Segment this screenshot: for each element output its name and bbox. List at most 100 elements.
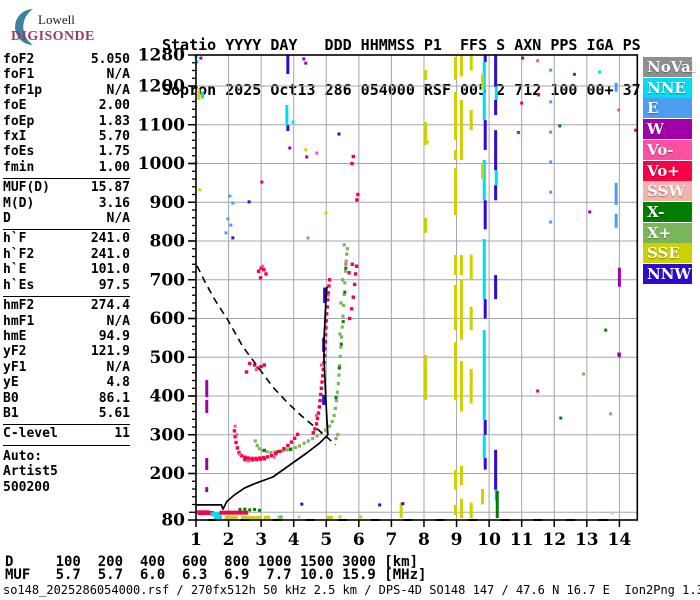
legend-item-e: E	[643, 98, 692, 119]
plot-axes: 1280120011001000900800700600500400300200…	[138, 46, 632, 551]
param-row-b1: B1 5.61	[3, 406, 130, 421]
param-label: h`F2	[3, 246, 35, 262]
y-tick-label: 600	[150, 309, 186, 329]
param-row-he: h`E 101.0	[3, 262, 130, 277]
param-group: hmF2 274.4 hmF1 N/A hmE 94.9 yF2 121.9 yF1 N/A yE 4…	[3, 297, 130, 426]
param-row-hf2: h`F2 241.0	[3, 247, 130, 262]
autoscaling-line: Artist5	[3, 464, 58, 480]
param-group: MUF(D) 15.87 M(D) 3.16 D N/A	[3, 179, 130, 231]
param-value: N/A	[106, 211, 130, 227]
param-row-fof2: foF2 5.050	[3, 52, 130, 67]
true-height-profile-curve	[196, 286, 329, 510]
x-tick-label: 3	[255, 530, 267, 550]
legend-item-vo: Vo-	[643, 139, 692, 160]
param-row-mufd: MUF(D) 15.87	[3, 180, 130, 195]
param-label: yE	[3, 375, 19, 391]
header-line-columns: Statio YYYY DAY DDD HHMMSS P1 FFS S AXN …	[162, 36, 641, 54]
autoscaling-line: Auto:	[3, 448, 43, 464]
param-label: fxI	[3, 129, 27, 145]
x-tick-label: 13	[575, 530, 599, 550]
x-mode-trace	[253, 243, 350, 455]
o-mode-pink-trace	[233, 262, 348, 463]
param-row-yf1: yF1 N/A	[3, 360, 130, 375]
param-row-clevel: C-level 11	[3, 426, 130, 441]
x-tick-label: 6	[353, 530, 365, 550]
param-label: foEs	[3, 144, 35, 160]
x-tick-label: 4	[288, 530, 300, 550]
y-tick-label: 200	[150, 464, 186, 484]
param-value: 101.0	[90, 262, 130, 278]
param-label: foF1	[3, 67, 35, 83]
param-value: 5.70	[98, 129, 130, 145]
param-label: h`Es	[3, 277, 35, 293]
y-tick-label: 400	[150, 387, 186, 407]
param-label: C-level	[3, 426, 58, 442]
autoscaling-line: 500200	[3, 479, 50, 495]
param-value: 3.16	[98, 195, 130, 211]
y-tick-label: 1100	[138, 115, 185, 135]
param-row-yf2: yF2 121.9	[3, 344, 130, 359]
param-row-hf: h`F 241.0	[3, 231, 130, 246]
param-value: 241.0	[90, 246, 130, 262]
param-value: N/A	[106, 359, 130, 375]
param-value: 5.050	[90, 52, 130, 67]
x-tick-label: 14	[608, 530, 632, 550]
y-tick-label: 700	[150, 270, 186, 290]
autoscaling-block: Auto: Artist5 500200	[3, 446, 130, 495]
param-label: foE	[3, 98, 27, 114]
param-label: h`F	[3, 231, 27, 247]
param-value: N/A	[106, 67, 130, 83]
crescent-icon	[15, 9, 34, 45]
legend-item-nnw: NNW	[643, 264, 692, 284]
param-value: N/A	[106, 82, 130, 98]
x-tick-label: 10	[477, 530, 501, 550]
es-layer-segments	[196, 509, 333, 521]
param-row-foe: foE 2.00	[3, 98, 130, 113]
y-tick-label: 1000	[138, 154, 185, 174]
param-value: 241.0	[90, 231, 130, 247]
x-tick-label: 1	[190, 530, 202, 550]
param-group: h`F 241.0 h`F2 241.0 h`E 101.0 h`Es 97.5	[3, 230, 130, 298]
muf-transmission-curve	[196, 265, 336, 446]
param-label: D	[3, 211, 11, 227]
distance-row: D 100 200 400 600 800 1000 1500 3000 [km…	[5, 554, 419, 570]
param-group: foF2 5.050 foF1 N/A foF1p N/A foE 2.00 foEp 1.83 f…	[3, 51, 130, 180]
param-label: foF2	[3, 52, 35, 67]
param-row-hmf1: hmF1 N/A	[3, 314, 130, 329]
param-label: fmin	[3, 159, 35, 175]
legend-item-ssw: SSW	[643, 181, 692, 202]
x-tick-label: 8	[418, 530, 430, 550]
muf-row: MUF 5.7 5.7 6.0 6.3 6.9 7.7 10.0 15.9 [M…	[5, 567, 427, 583]
x-mode-dark-trace	[238, 266, 348, 512]
legend-item-nne: NNE	[643, 77, 692, 98]
param-row-ye: yE 4.8	[3, 375, 130, 390]
x-tick-label: 7	[385, 530, 397, 550]
param-value: 15.87	[90, 180, 130, 196]
param-label: yF2	[3, 344, 27, 360]
y-tick-label: 800	[150, 232, 186, 252]
param-value: 86.1	[98, 390, 130, 406]
param-label: h`E	[3, 262, 27, 278]
param-value: 121.9	[90, 344, 130, 360]
logo-digisonde-text: DIGISONDE	[11, 29, 95, 44]
param-value: 2.00	[98, 98, 130, 114]
y-tick-label: 300	[150, 425, 186, 445]
rfi-columns	[197, 55, 621, 519]
param-value: 97.5	[98, 277, 130, 293]
x-tick-label: 5	[320, 530, 332, 550]
legend-item-x: X-	[643, 201, 692, 222]
legend-item-vo: Vo+	[643, 160, 692, 181]
param-row-hme: hmE 94.9	[3, 329, 130, 344]
status-line: so148_2025286054000.rsf / 270fx512h 50 k…	[3, 583, 700, 597]
x-tick-label: 11	[510, 530, 534, 550]
param-label: B1	[3, 405, 19, 421]
param-value: N/A	[106, 313, 130, 329]
param-value: 94.9	[98, 328, 130, 344]
param-label: hmF1	[3, 313, 35, 329]
parameter-panel: foF2 5.050 foF1 N/A foF1p N/A foE 2.00 foEp 1.83 f…	[3, 51, 130, 495]
digisonde-logo: Lowell DIGISONDE	[4, 4, 134, 48]
o-mode-trace	[232, 154, 360, 462]
x-tick-label: 2	[223, 530, 235, 550]
param-value: 1.00	[98, 159, 130, 175]
